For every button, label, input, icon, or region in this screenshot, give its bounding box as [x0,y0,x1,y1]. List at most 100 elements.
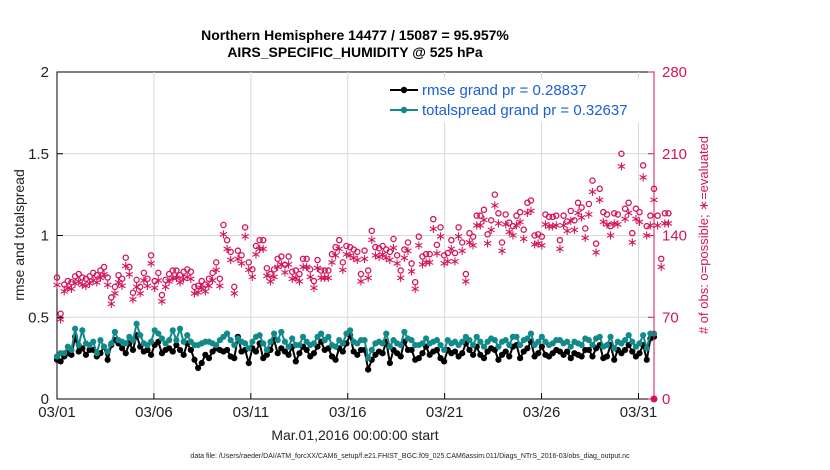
obs-evaluated-marker: ∗ [138,273,149,288]
obs-possible-marker [252,242,260,250]
obs-possible-marker [256,236,263,244]
obs-possible-marker [133,276,140,284]
rmse-point [129,346,137,354]
totalspread-point [173,337,180,344]
rmse-point [169,348,176,355]
obs-possible-marker [480,206,488,214]
obs-evaluated-marker: ∗ [497,244,508,259]
totalspread-point [296,341,303,349]
obs-possible-marker [126,263,133,271]
obs-evaluated-marker: ∗ [374,250,385,265]
totalspread-point [249,338,256,345]
obs-possible-marker [368,227,376,235]
obs-possible-marker [654,212,661,219]
totalspread-point [433,337,441,344]
obs-evaluated-marker: ∗ [80,279,91,294]
obs-possible-marker [173,267,180,274]
obs-evaluated-marker: ∗ [518,232,529,247]
obs-possible-marker [151,277,158,285]
obs-evaluated-marker: ∗ [73,274,84,289]
obs-evaluated-marker: ∗ [232,252,243,267]
totalspread-point [180,338,187,345]
totalspread-point [75,341,82,349]
obs-possible-marker [263,264,271,272]
rmse-point [567,355,574,362]
obs-evaluated-marker: ∗ [529,238,540,253]
obs-evaluated-marker: ∗ [515,215,526,230]
obs-evaluated-marker: ∗ [279,265,290,280]
totalspread-point [564,338,571,345]
rmse-point [621,346,629,354]
obs-evaluated-marker: ∗ [507,229,518,244]
rmse-point [459,350,466,357]
obs-evaluated-marker: ∗ [196,281,207,296]
chart-title-line2: AIRS_SPECIFIC_HUMIDITY @ 525 hPa [227,44,483,60]
obs-evaluated-marker: ∗ [424,255,435,270]
rmse-point [589,353,596,360]
obs-evaluated-marker: ∗ [395,271,406,286]
obs-possible-marker [553,212,560,219]
obs-possible-marker [574,199,582,207]
obs-possible-marker [205,275,213,282]
rmse-point [176,346,184,354]
totalspread-point [513,333,520,340]
obs-possible-marker [516,208,524,216]
obs-possible-marker [484,231,491,238]
totalspread-point [636,340,643,347]
y-tick-label-right: 210 [662,146,687,163]
obs-possible-marker [393,252,401,259]
obs-evaluated-marker: ∗ [634,215,645,230]
rmse-point [205,355,213,362]
obs-evaluated-marker: ∗ [544,220,555,235]
x-tick-label: 03/26 [523,404,561,421]
obs-evaluated-marker: ∗ [547,220,558,235]
obs-possible-marker [607,222,614,230]
obs-possible-marker [147,252,155,259]
totalspread-point [318,330,325,337]
obs-evaluated-marker: ∗ [486,223,497,238]
obs-evaluated-marker: ∗ [612,217,623,232]
obs-evaluated-marker: ∗ [167,271,178,286]
totalspread-point [397,341,404,349]
obs-evaluated-marker: ∗ [587,185,598,200]
obs-evaluated-marker: ∗ [283,258,294,273]
obs-possible-marker [122,254,129,261]
obs-evaluated-marker: ∗ [301,260,312,275]
rmse-point [643,356,650,363]
obs-evaluated-marker: ∗ [128,292,139,307]
obs-evaluated-marker: ∗ [254,242,265,257]
x-axis-label: Mar.01,2016 00:00:00 start [271,427,438,443]
obs-possible-marker [292,267,300,274]
rmse-point [585,346,592,354]
obs-evaluated-marker: ∗ [616,159,627,174]
obs-possible-marker [589,177,596,184]
y-axis-label-right: # of obs: o=possible; ∗=evaluated [696,136,711,334]
totalspread-point [339,340,346,347]
totalspread-point [441,346,448,354]
obs-possible-marker [234,247,242,254]
obs-count-series: ∗∗∗∗∗∗∗∗∗∗∗∗∗∗∗∗∗∗∗∗∗∗∗∗∗∗∗∗∗∗∗∗∗∗∗∗∗∗∗∗… [52,150,674,403]
obs-possible-marker [93,271,101,279]
obs-possible-marker [321,267,328,274]
obs-evaluated-marker: ∗ [193,286,204,301]
obs-evaluated-marker: ∗ [493,216,504,231]
obs-possible-marker [466,229,473,237]
rmse-point [408,346,415,354]
obs-possible-marker [411,278,419,286]
rmse-point [636,350,643,357]
obs-possible-marker [314,256,321,264]
legend-box [384,78,651,123]
obs-evaluated-marker: ∗ [656,260,667,275]
obs-possible-marker [194,282,202,289]
totalspread-point [122,340,129,347]
obs-possible-marker [430,215,437,223]
totalspread-point [184,332,191,339]
obs-evaluated-marker: ∗ [102,278,113,293]
x-tick-label: 03/16 [329,404,367,421]
obs-possible-marker [129,289,137,296]
obs-possible-marker [538,233,546,240]
totalspread-point [68,346,75,354]
totalspread-point [477,338,484,345]
